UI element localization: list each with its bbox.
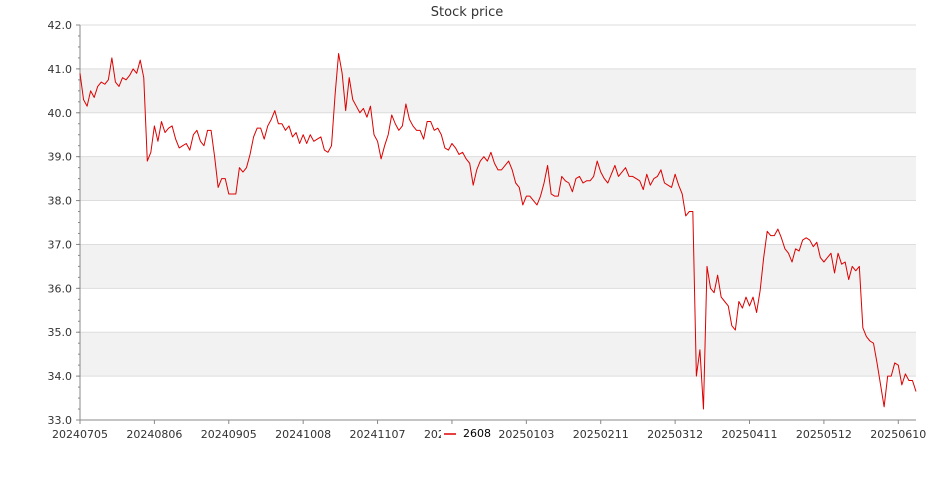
legend[interactable]: 2608 <box>441 424 495 442</box>
y-tick-label: 42.0 <box>48 19 73 32</box>
chart-title: Stock price <box>431 5 503 20</box>
background-band <box>80 156 916 201</box>
x-tick-label: 20240705 <box>52 428 108 441</box>
y-tick-label: 41.0 <box>48 63 73 76</box>
y-tick-label: 36.0 <box>48 282 73 295</box>
background-bands <box>80 68 916 377</box>
y-tick-label: 38.0 <box>48 195 73 208</box>
axes <box>76 24 916 424</box>
background-band <box>80 332 916 377</box>
grid-lines <box>80 24 916 421</box>
x-tick-label: 20250411 <box>722 428 778 441</box>
x-tick-label: 20241008 <box>275 428 331 441</box>
x-tick-labels: 20240705 20240806 20240905 20241008 20241107… <box>52 428 926 441</box>
y-tick-label: 40.0 <box>48 107 73 120</box>
x-tick-label: 20240806 <box>126 428 182 441</box>
x-tick-label: 20250103 <box>498 428 554 441</box>
background-band <box>80 68 916 113</box>
legend-background <box>441 424 495 442</box>
y-tick-label: 34.0 <box>48 370 73 383</box>
y-tick-labels: 33.0 34.0 35.0 36.0 37.0 38.0 39.0 40.0 41.0 42.0 <box>48 19 73 427</box>
y-tick-label: 39.0 <box>48 151 73 164</box>
background-band <box>80 244 916 289</box>
x-tick-label: 20250610 <box>870 428 926 441</box>
y-tick-label: 33.0 <box>48 414 73 427</box>
legend-label-2608: 2608 <box>463 427 491 440</box>
x-tick-label: 20250512 <box>796 428 852 441</box>
series-line-2608 <box>79 53 917 410</box>
x-tick-label: 20250312 <box>647 428 703 441</box>
x-tick-label: 20241107 <box>350 428 406 441</box>
series-layer <box>79 53 917 410</box>
y-tick-label: 35.0 <box>48 326 73 339</box>
x-tick-label: 20240905 <box>201 428 257 441</box>
x-tick-label: 20250211 <box>573 428 629 441</box>
y-tick-label: 37.0 <box>48 238 73 251</box>
